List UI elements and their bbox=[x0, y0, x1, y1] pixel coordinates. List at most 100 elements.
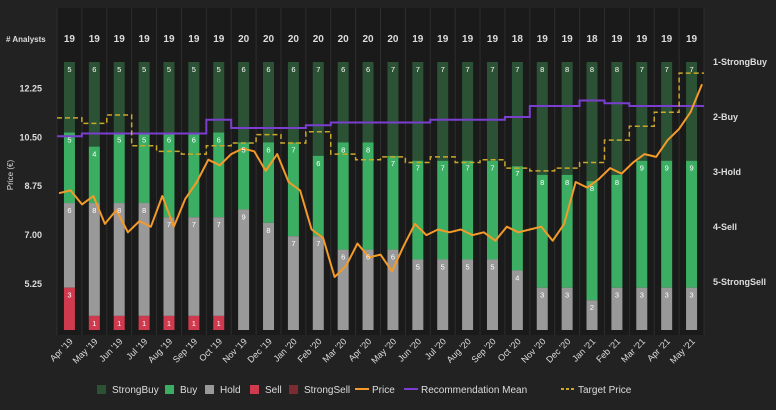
analyst-count: 18 bbox=[512, 34, 524, 45]
x-tick-label: Feb '21 bbox=[594, 336, 622, 364]
right-axis-label: 5-StrongSell bbox=[713, 277, 766, 287]
analyst-count: 20 bbox=[338, 34, 350, 45]
bar-value-label: 3 bbox=[565, 291, 569, 300]
x-tick-label: Mar '21 bbox=[619, 336, 647, 364]
y-tick-label: 12.25 bbox=[19, 84, 42, 94]
y-axis-label: Price (€) bbox=[6, 160, 15, 191]
analyst-count: 20 bbox=[288, 34, 300, 45]
bar-segment-sell bbox=[113, 315, 125, 330]
bar-segment-buy bbox=[88, 146, 100, 204]
bar-value-label: 6 bbox=[341, 65, 345, 74]
legend-swatch bbox=[205, 385, 214, 394]
bar-segment-hold bbox=[586, 300, 598, 330]
legend-label: StrongSell bbox=[304, 385, 350, 396]
bar-segment-strongbuy bbox=[362, 62, 374, 143]
bar-value-label: 4 bbox=[515, 273, 519, 282]
bar-value-label: 7 bbox=[441, 65, 445, 74]
analyst-count: 19 bbox=[537, 34, 549, 45]
x-tick-label: Feb '20 bbox=[296, 336, 324, 364]
bar-value-label: 1 bbox=[167, 319, 171, 328]
bar-value-label: 5 bbox=[217, 65, 221, 74]
bar-segment-hold bbox=[88, 203, 100, 316]
right-axis-label: 3-Hold bbox=[713, 167, 741, 177]
analyst-count: 19 bbox=[188, 34, 200, 45]
price-line bbox=[58, 83, 703, 278]
bar-segment-buy bbox=[686, 160, 698, 288]
bar-value-label: 6 bbox=[242, 65, 246, 74]
legend-label: StrongBuy bbox=[112, 385, 159, 396]
bar-segment-hold bbox=[561, 287, 573, 330]
bar-segment-hold bbox=[362, 249, 374, 330]
bar-segment-hold bbox=[437, 259, 449, 330]
bar-value-label: 8 bbox=[565, 65, 569, 74]
bar-segment-buy bbox=[238, 142, 250, 210]
bar-value-label: 7 bbox=[515, 65, 519, 74]
bar-value-label: 3 bbox=[665, 291, 669, 300]
bar-segment-hold bbox=[337, 249, 349, 330]
bar-segment-hold bbox=[511, 270, 523, 330]
analyst-count: 20 bbox=[362, 34, 374, 45]
bar-segment-hold bbox=[686, 287, 698, 330]
bar-value-label: 7 bbox=[391, 65, 395, 74]
bar-value-label: 5 bbox=[142, 65, 146, 74]
bar-value-label: 1 bbox=[142, 319, 146, 328]
right-axis-label: 4-Sell bbox=[713, 222, 737, 232]
bar-value-label: 8 bbox=[92, 206, 96, 215]
analyst-count: 19 bbox=[114, 34, 126, 45]
bar-segment-buy bbox=[163, 132, 175, 218]
bar-segment-buy bbox=[661, 160, 673, 288]
bar-segment-buy bbox=[362, 142, 374, 250]
bar-value-label: 3 bbox=[540, 291, 544, 300]
analyst-count: 19 bbox=[462, 34, 474, 45]
bar-segment-strongbuy bbox=[536, 62, 548, 175]
legend-label: Buy bbox=[180, 385, 197, 396]
bar-segment-buy bbox=[586, 181, 598, 301]
bar-segment-buy bbox=[636, 160, 648, 288]
bar-segment-strongbuy bbox=[63, 62, 75, 133]
grid-layer bbox=[56, 8, 705, 335]
x-tick-label: Oct '19 bbox=[197, 336, 224, 363]
bar-segment-strongbuy bbox=[238, 62, 250, 143]
bar-segment-strongbuy bbox=[486, 62, 498, 161]
bar-value-label: 6 bbox=[266, 65, 270, 74]
bar-segment-buy bbox=[63, 132, 75, 204]
analyst-count: 19 bbox=[636, 34, 648, 45]
bar-segment-sell bbox=[138, 315, 150, 330]
analyst-count: 20 bbox=[387, 34, 399, 45]
bar-segment-buy bbox=[536, 174, 548, 288]
bar-value-label: 7 bbox=[291, 239, 295, 248]
bar-value-label: 7 bbox=[192, 220, 196, 229]
bar-value-label: 9 bbox=[689, 164, 693, 173]
bar-segment-strongbuy bbox=[213, 62, 225, 133]
x-tick-label: Dec '20 bbox=[544, 336, 572, 364]
x-tick-label: Dec '19 bbox=[245, 336, 273, 364]
analyst-count: 19 bbox=[562, 34, 574, 45]
analyst-count: 19 bbox=[139, 34, 151, 45]
bar-segment-strongbuy bbox=[611, 62, 623, 175]
bar-segment-strongbuy bbox=[586, 62, 598, 182]
bar-value-label: 6 bbox=[291, 65, 295, 74]
analysts-label: # Analysts bbox=[6, 35, 46, 44]
bar-segment-strongbuy bbox=[437, 62, 449, 161]
bar-segment-buy bbox=[337, 142, 349, 250]
bar-segment-hold bbox=[611, 287, 623, 330]
bar-segment-buy bbox=[287, 142, 299, 237]
bar-value-label: 6 bbox=[341, 253, 345, 262]
bar-segment-buy bbox=[486, 160, 498, 260]
bar-segment-buy bbox=[213, 132, 225, 218]
analyst-count: 19 bbox=[213, 34, 225, 45]
target-price-line bbox=[57, 72, 704, 172]
bar-segment-hold bbox=[536, 287, 548, 330]
legend-label: Target Price bbox=[578, 385, 632, 396]
bar-segment-hold bbox=[287, 236, 299, 330]
legend-swatch bbox=[289, 385, 298, 394]
bar-value-label: 3 bbox=[67, 291, 71, 300]
bar-segment-buy bbox=[138, 132, 150, 204]
bar-segment-hold bbox=[661, 287, 673, 330]
bar-segment-strongbuy bbox=[412, 62, 424, 161]
bar-segment-strongbuy bbox=[138, 62, 150, 133]
bar-value-label: 5 bbox=[117, 65, 121, 74]
legend-swatch bbox=[165, 385, 174, 394]
bar-value-label: 7 bbox=[665, 65, 669, 74]
legend-swatch bbox=[97, 385, 106, 394]
